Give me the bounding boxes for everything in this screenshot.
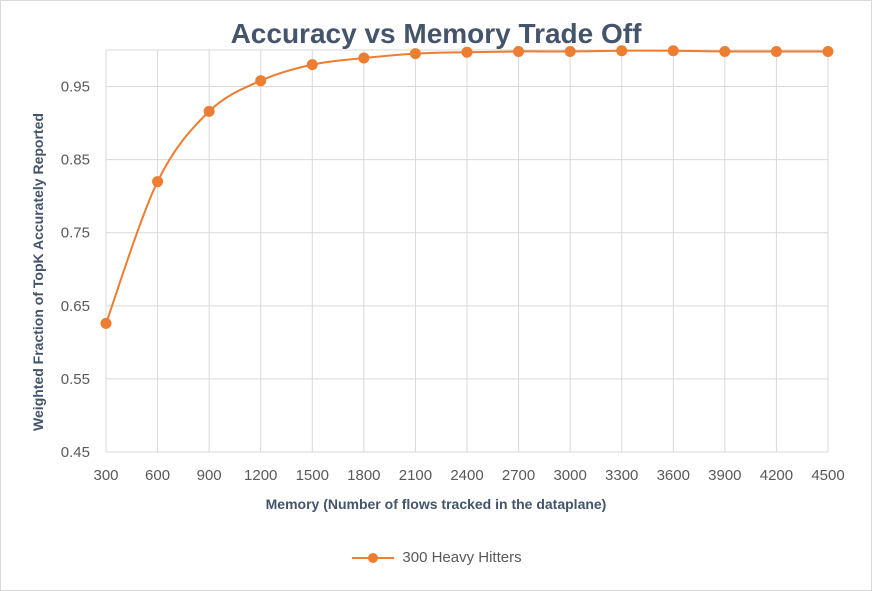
x-tick-label: 3300 (605, 467, 638, 484)
x-tick-label: 900 (197, 467, 222, 484)
legend-marker-icon (352, 552, 395, 563)
x-tick-label: 2100 (399, 467, 432, 484)
legend: 300 Heavy Hitters (0, 549, 872, 569)
y-tick-label: 0.95 (61, 79, 90, 96)
data-point (358, 52, 370, 64)
data-point (513, 45, 525, 57)
x-tick-label: 4200 (760, 467, 793, 484)
x-tick-label: 2700 (502, 467, 535, 484)
data-point (719, 45, 731, 57)
y-tick-label: 0.45 (61, 444, 90, 461)
data-point (770, 45, 782, 57)
x-tick-label: 2400 (450, 467, 483, 484)
legend-item: 300 Heavy Hitters (350, 549, 522, 566)
data-point (152, 176, 164, 188)
data-point (255, 75, 267, 87)
y-tick-label: 0.55 (61, 371, 90, 388)
chart-title: Accuracy vs Memory Trade Off (230, 18, 642, 49)
data-point (306, 59, 318, 71)
x-axis-label: Memory (Number of flows tracked in the d… (265, 496, 607, 512)
x-tick-label: 1200 (244, 467, 277, 484)
data-point (100, 317, 112, 329)
x-tick-label: 600 (145, 467, 170, 484)
x-tick-label: 4500 (811, 467, 844, 484)
x-tick-label: 3000 (553, 467, 586, 484)
x-tick-label: 1800 (347, 467, 380, 484)
data-point (667, 45, 679, 57)
data-point (822, 45, 834, 57)
data-point (616, 45, 628, 57)
data-point (409, 48, 421, 60)
series-group (100, 45, 834, 329)
data-point (203, 105, 215, 117)
x-tick-label: 3600 (657, 467, 690, 484)
series-line (105, 49, 828, 324)
y-tick-label: 0.65 (61, 298, 90, 315)
y-tick-label: 0.85 (61, 152, 90, 169)
x-tick-label: 300 (93, 467, 118, 484)
x-axis-ticks: 300 600 900 1200 1500 1800 2100 2400 2700 3000 330… (93, 467, 844, 484)
legend-label: 300 Heavy Hitters (402, 549, 522, 566)
data-point (564, 45, 576, 57)
x-tick-label: 1500 (296, 467, 329, 484)
data-point (461, 46, 473, 58)
x-tick-label: 3900 (708, 467, 741, 484)
y-tick-label: 0.75 (61, 225, 90, 242)
y-axis-ticks: 0.45 0.55 0.65 0.75 0.85 0.95 (61, 79, 90, 461)
